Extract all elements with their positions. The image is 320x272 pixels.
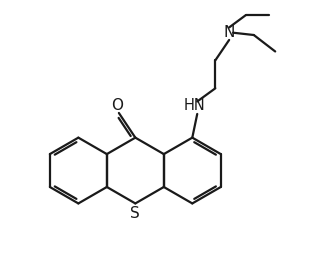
- Text: N: N: [223, 25, 235, 40]
- Text: S: S: [131, 206, 140, 221]
- Text: O: O: [111, 98, 123, 113]
- Text: HN: HN: [184, 98, 205, 113]
